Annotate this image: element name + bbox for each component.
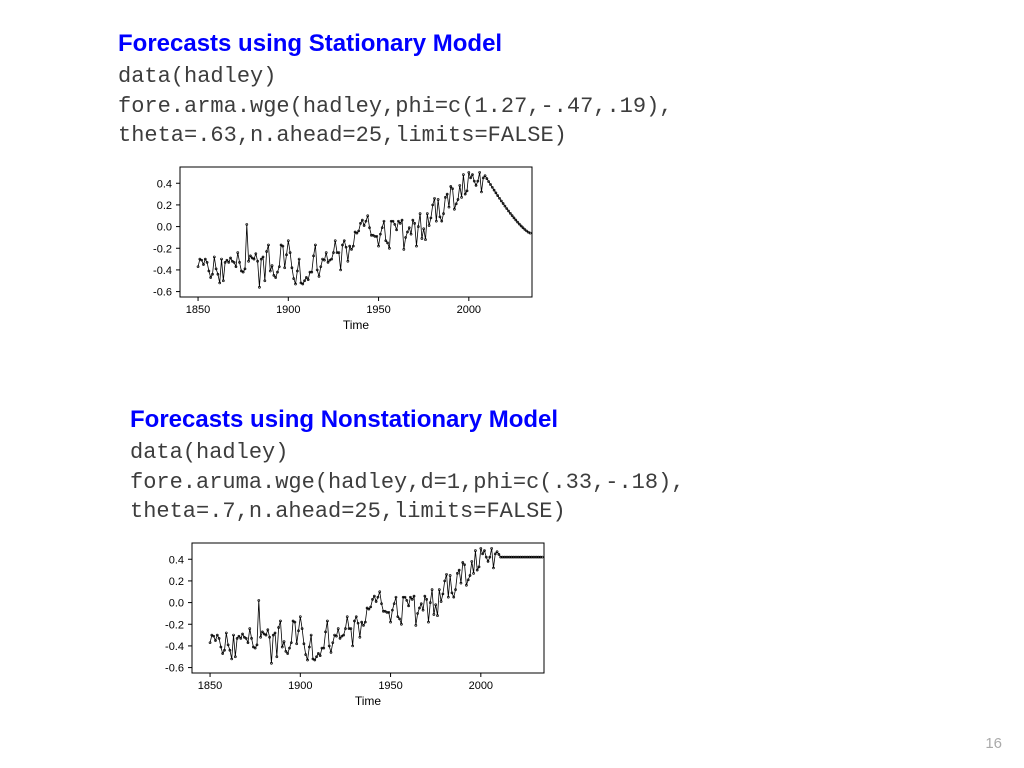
svg-text:-0.6: -0.6 [165,663,184,675]
section-stationary: Forecasts using Stationary Model data(ha… [118,30,673,337]
svg-text:-0.4: -0.4 [165,641,184,653]
heading-stationary: Forecasts using Stationary Model [118,30,673,58]
svg-text:1950: 1950 [366,304,390,316]
svg-text:Time: Time [355,694,382,708]
svg-text:0.4: 0.4 [157,178,172,190]
code-stationary: data(hadley) fore.arma.wge(hadley,phi=c(… [118,62,673,151]
code-nonstationary: data(hadley) fore.aruma.wge(hadley,d=1,p… [130,438,685,527]
svg-text:-0.6: -0.6 [153,287,172,299]
svg-text:1900: 1900 [288,680,312,692]
svg-text:0.4: 0.4 [169,554,184,566]
svg-text:0.2: 0.2 [157,200,172,212]
svg-text:0.0: 0.0 [169,598,184,610]
svg-text:-0.4: -0.4 [153,265,172,277]
svg-text:-0.2: -0.2 [165,619,184,631]
section-nonstationary: Forecasts using Nonstationary Model data… [130,406,685,713]
svg-text:0.2: 0.2 [169,576,184,588]
chart-nonstationary: -0.6 -0.4 -0.2 0.0 0.2 0.4 1850 1900 1950 2000 Tim… [130,533,685,713]
chart-stationary: -0.6 -0.4 -0.2 0.0 0.2 0.4 1850 1900 1950 2000 Tim… [118,157,673,337]
heading-nonstationary: Forecasts using Nonstationary Model [130,406,685,434]
svg-text:1900: 1900 [276,304,300,316]
svg-text:1850: 1850 [186,304,210,316]
svg-text:0.0: 0.0 [157,222,172,234]
svg-text:Time: Time [343,318,370,332]
svg-text:1850: 1850 [198,680,222,692]
svg-text:2000: 2000 [457,304,481,316]
svg-text:-0.2: -0.2 [153,243,172,255]
svg-text:2000: 2000 [469,680,493,692]
page-number: 16 [985,735,1002,752]
svg-text:1950: 1950 [378,680,402,692]
